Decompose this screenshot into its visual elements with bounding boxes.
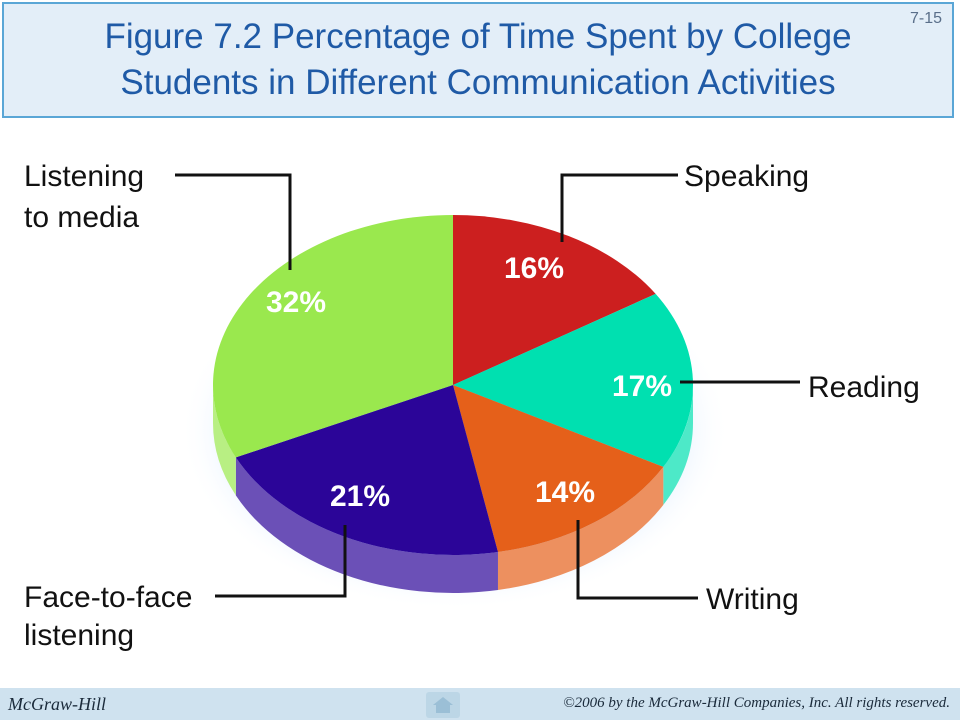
leader-line-writing <box>576 520 698 600</box>
value-label-media: 32% <box>266 286 326 319</box>
category-label-media: Listening to media <box>24 160 152 234</box>
home-icon <box>433 697 453 713</box>
pie-side-listening-to-media <box>213 385 236 496</box>
title-line-2: Students in Different Communication Acti… <box>120 63 836 102</box>
pie-sides <box>213 385 693 593</box>
category-label-media-line-2: to media <box>24 201 139 234</box>
category-label-speaking: Speaking <box>684 160 809 193</box>
pie-side-face-to-face-listening <box>235 457 498 593</box>
leader-line-face-to-face <box>215 525 347 598</box>
footer-bar: McGraw-Hill ©2006 by the McGraw-Hill Com… <box>0 688 960 720</box>
leader-lines <box>175 173 800 600</box>
pie-slice-writing <box>453 385 664 552</box>
pie-side-writing <box>497 466 664 590</box>
pie-chart: 16% 17% 14% 21% 32% Speaking Reading Wri… <box>24 160 920 652</box>
category-label-media-line-1: Listening <box>24 160 144 193</box>
leader-line-speaking <box>560 173 678 242</box>
value-label-face-to-face: 21% <box>330 480 390 513</box>
category-label-face-to-face: Face-to-face listening <box>24 581 201 652</box>
title-banner: 7-15 Figure 7.2 Percentage of Time Spent… <box>2 2 954 118</box>
category-label-writing: Writing <box>706 583 799 616</box>
slide-number: 7-15 <box>909 10 942 27</box>
pie-slice-listening-to-media <box>212 215 453 458</box>
title-line-1: Figure 7.2 Percentage of Time Spent by C… <box>104 17 852 56</box>
value-label-reading: 17% <box>612 370 672 403</box>
pie-side-reading <box>663 385 693 505</box>
publisher-name: McGraw-Hill <box>8 694 106 714</box>
value-label-writing: 14% <box>535 476 595 509</box>
category-label-reading: Reading <box>808 371 920 404</box>
home-button[interactable] <box>426 692 460 718</box>
value-label-speaking: 16% <box>504 252 564 285</box>
category-label-face-to-face-line-1: Face-to-face <box>24 581 192 614</box>
copyright-notice: ©2006 by the McGraw-Hill Companies, Inc.… <box>563 695 950 711</box>
pie-slice-speaking <box>453 215 656 385</box>
leader-line-media <box>175 173 292 270</box>
page-title: Figure 7.2 Percentage of Time Spent by C… <box>4 14 952 106</box>
category-label-face-to-face-line-2: listening <box>24 619 134 652</box>
pie-slices <box>212 215 694 555</box>
pie-slice-reading <box>453 293 694 467</box>
pie-slice-face-to-face-listening <box>235 385 498 555</box>
